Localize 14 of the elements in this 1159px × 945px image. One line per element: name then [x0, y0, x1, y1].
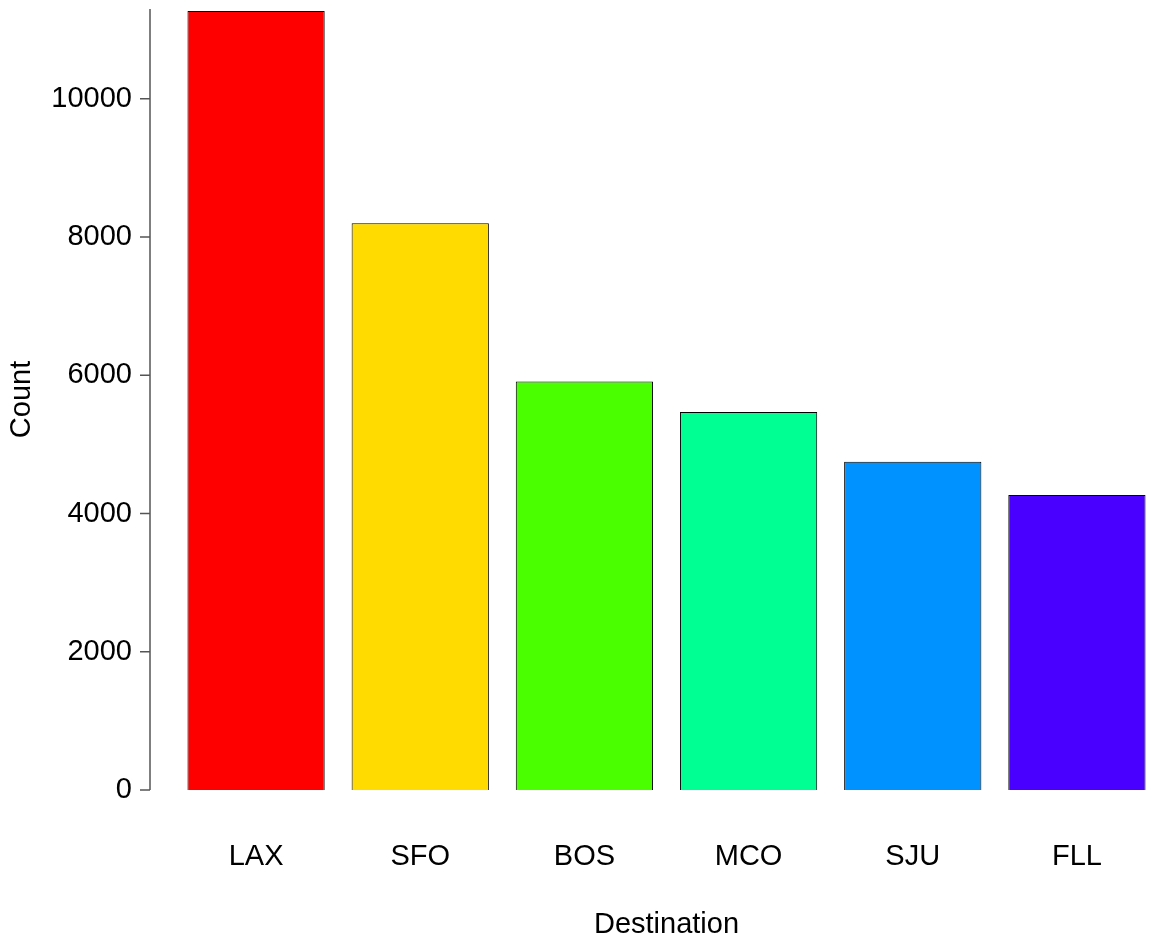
y-tick-label: 4000	[67, 495, 132, 528]
y-tick-label: 10000	[51, 80, 132, 113]
x-axis-title: Destination	[593, 906, 740, 939]
y-tick-label: 0	[115, 772, 132, 804]
x-tick-label: MCO	[714, 839, 783, 872]
y-axis-title: Count	[4, 360, 37, 439]
y-tick-label: 2000	[67, 633, 132, 666]
x-tick-label: LAX	[228, 839, 284, 872]
x-tick-label: SJU	[885, 839, 941, 872]
x-tick-label: BOS	[553, 839, 616, 872]
y-tick-label: 8000	[67, 219, 132, 252]
y-tick-label: 6000	[67, 357, 132, 390]
x-tick-label: FLL	[1051, 839, 1102, 872]
x-tick-label: SFO	[390, 839, 451, 872]
